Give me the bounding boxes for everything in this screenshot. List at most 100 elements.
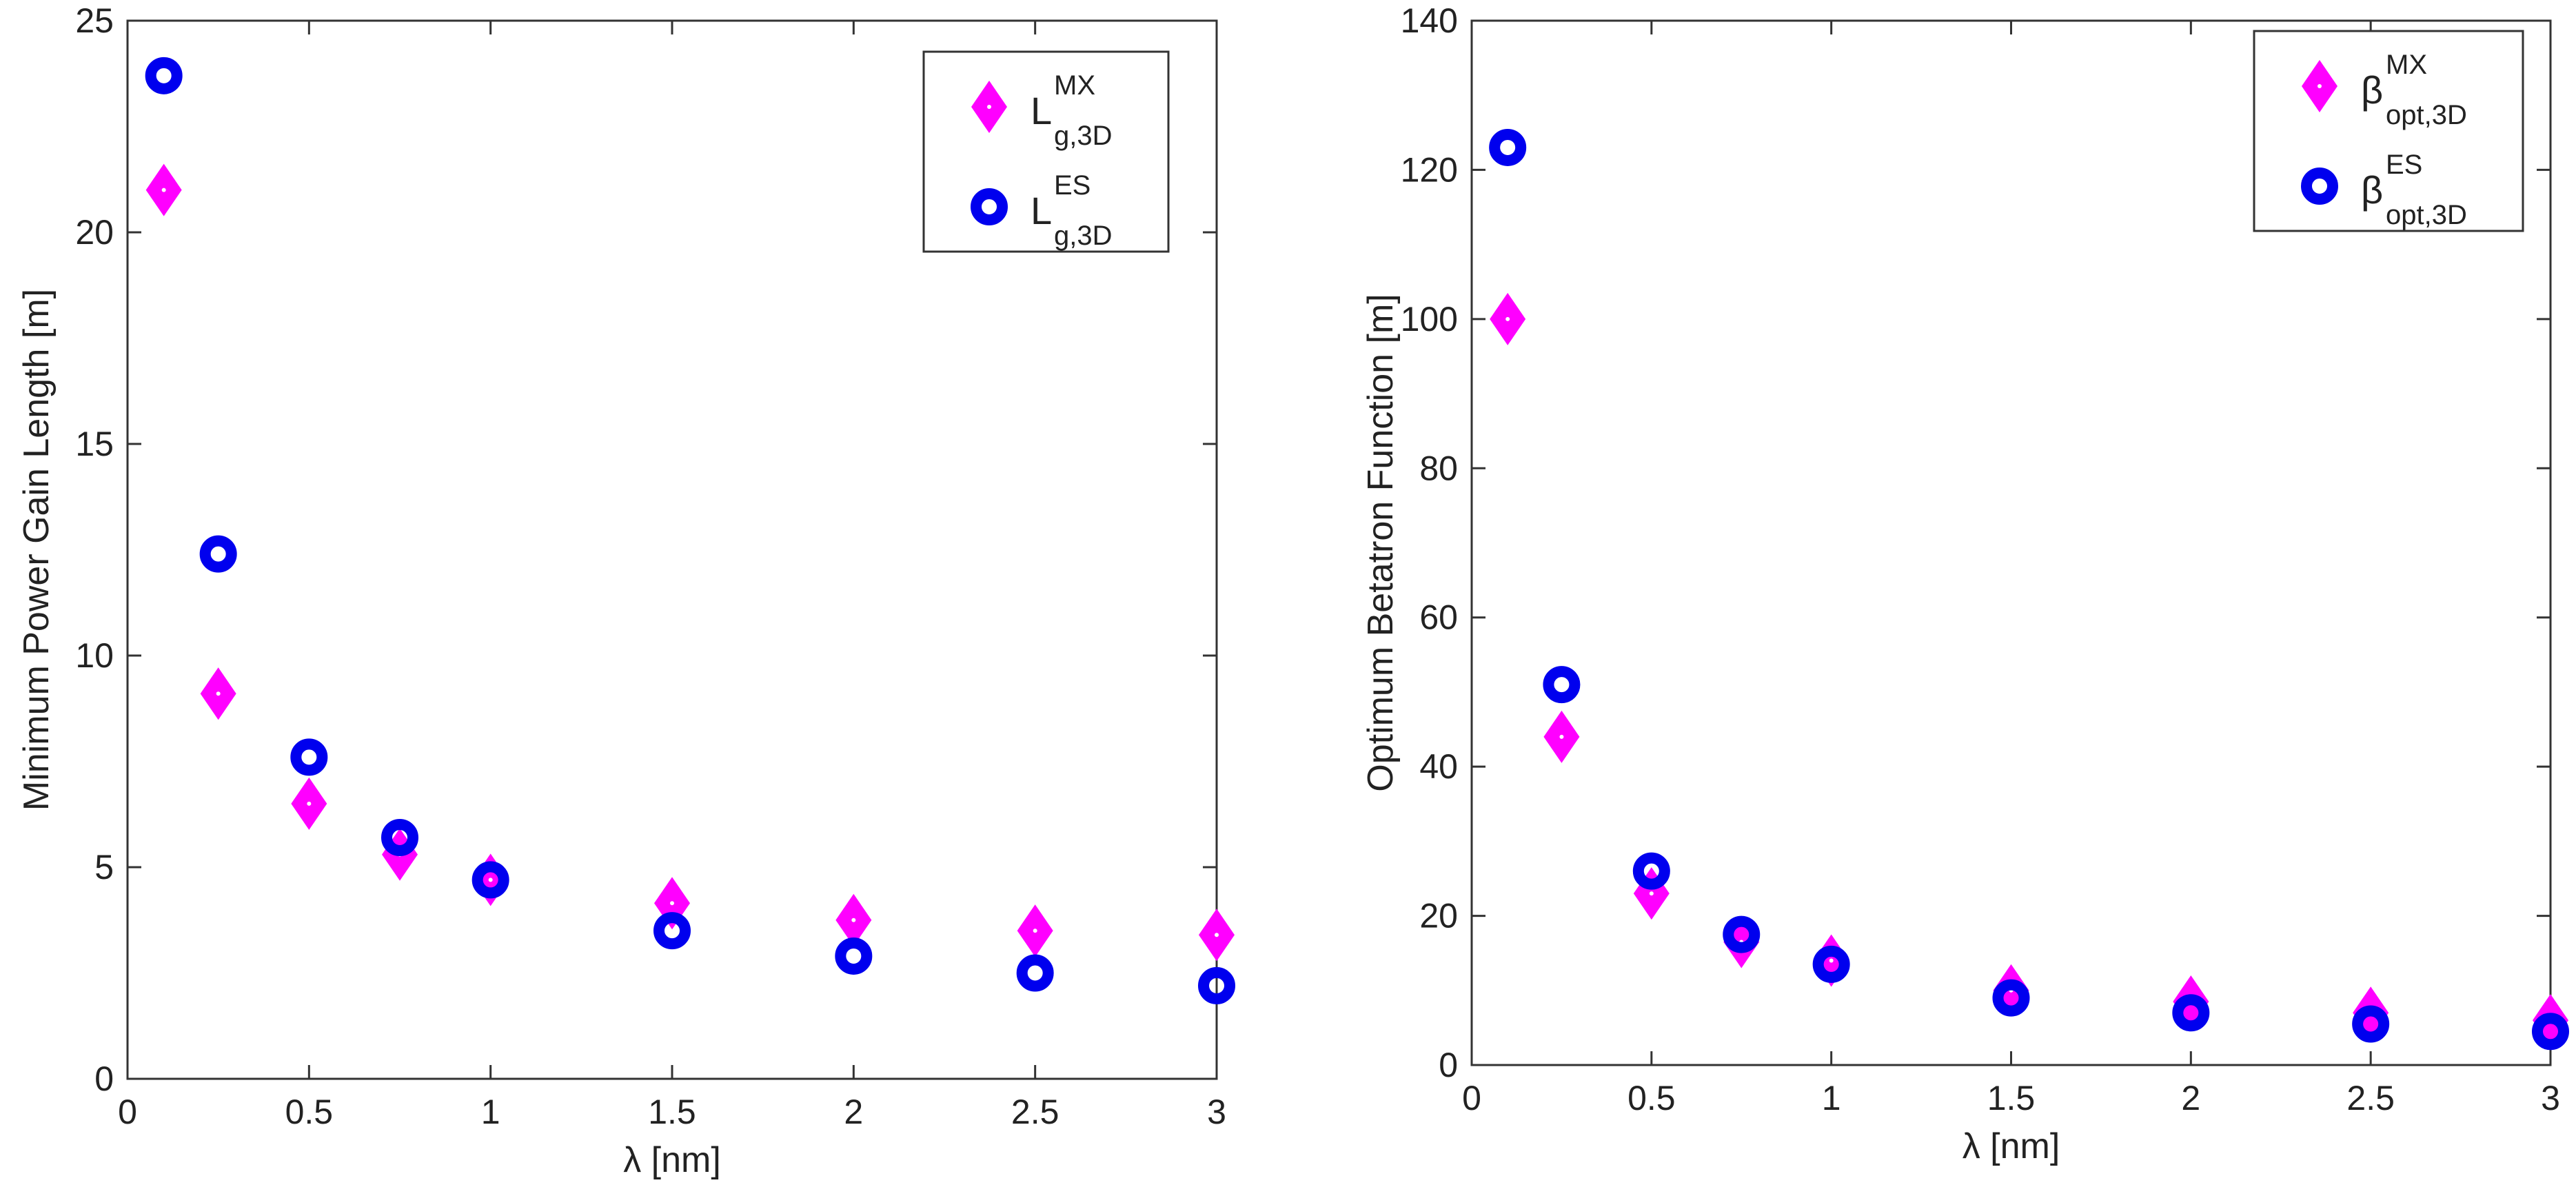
circle-marker-shape	[145, 57, 183, 94]
x-tick-label: 3	[2541, 1079, 2560, 1117]
series-es	[1489, 128, 2569, 1051]
legend-label-subscript: g,3D	[1054, 221, 1113, 251]
data-point	[1199, 909, 1235, 962]
legend-label-superscript: MX	[2386, 50, 2427, 80]
y-tick-label: 140	[1401, 1, 1458, 40]
x-tick-label: 0	[118, 1093, 137, 1131]
y-tick-label: 10	[75, 636, 114, 675]
legend-label-subscript: opt,3D	[2386, 100, 2467, 130]
circle-marker-shape	[835, 937, 873, 975]
y-tick-label: 15	[75, 425, 114, 463]
y-tick-label: 100	[1401, 300, 1458, 338]
y-tick-label: 40	[1419, 747, 1458, 786]
circle-marker-shape	[1543, 666, 1581, 704]
circle-marker-shape	[199, 535, 237, 573]
data-point	[1543, 666, 1581, 704]
x-tick-label: 2	[2181, 1079, 2200, 1117]
marker-center-dot	[1649, 891, 1654, 896]
marker-center-dot	[1033, 929, 1037, 933]
series-mx	[1490, 292, 2568, 1047]
x-tick-label: 0.5	[1627, 1079, 1676, 1117]
series-es	[145, 57, 1235, 1004]
data-point	[199, 535, 237, 573]
data-point	[2532, 1013, 2569, 1051]
data-point	[1632, 852, 1670, 890]
data-point	[653, 912, 691, 950]
legend-label-base: L	[1031, 189, 1052, 232]
series-mx	[145, 163, 1235, 962]
y-axis-label: Minimum Power Gain Length [m]	[17, 289, 57, 811]
x-tick-label: 1	[1822, 1079, 1841, 1117]
x-tick-label: 1	[481, 1093, 500, 1131]
marker-center-dot	[216, 691, 221, 696]
x-tick-label: 1.5	[648, 1093, 696, 1131]
x-axis-label: λ [nm]	[623, 1140, 721, 1180]
data-point	[1017, 904, 1053, 957]
marker-center-dot	[1559, 734, 1564, 739]
x-tick-label: 1.5	[1987, 1079, 2036, 1117]
circle-marker-shape	[653, 912, 691, 950]
legend-label-superscript: MX	[1054, 70, 1095, 101]
circle-marker-shape	[290, 738, 328, 776]
circle-marker-shape	[1632, 852, 1670, 890]
legend-label-superscript: ES	[1054, 170, 1091, 201]
data-point	[1490, 292, 1526, 345]
data-point	[145, 163, 182, 216]
data-point	[381, 819, 418, 857]
marker-center-dot	[1829, 958, 1834, 963]
legend-marker	[2301, 168, 2338, 205]
marker-center-dot	[670, 901, 674, 906]
x-tick-label: 2	[844, 1093, 863, 1131]
data-point	[145, 57, 183, 94]
data-point	[2172, 994, 2210, 1032]
circle-marker-shape	[1489, 128, 1527, 166]
circle-marker-shape	[1016, 954, 1054, 992]
marker-center-dot	[161, 187, 166, 192]
marker-center-dot	[488, 878, 493, 882]
data-point	[471, 861, 509, 899]
data-point	[200, 667, 236, 720]
data-point	[1723, 915, 1761, 953]
y-tick-label: 80	[1419, 449, 1458, 487]
y-tick-label: 25	[75, 1, 114, 40]
data-point	[1016, 954, 1054, 992]
legend-marker	[971, 188, 1008, 225]
marker-center-dot	[2318, 84, 2322, 88]
x-tick-label: 0.5	[285, 1093, 334, 1131]
data-point	[1198, 966, 1235, 1004]
chart-panel-2: 0 0.5 1 1.5 2 2.5 3 0 20 40 60 80 100 120 140 λ [nm] Opt…	[1361, 1, 2569, 1166]
legend-box	[922, 50, 1170, 253]
y-tick-label: 20	[75, 213, 114, 252]
legend-label-superscript: ES	[2386, 150, 2422, 180]
circle-marker-shape	[1812, 945, 1850, 983]
circle-marker-shape	[2172, 994, 2210, 1032]
x-tick-label: 2.5	[1011, 1093, 1059, 1131]
circle-marker-shape	[1992, 979, 2030, 1017]
data-point	[291, 777, 327, 830]
x-tick-label: 2.5	[2346, 1079, 2395, 1117]
y-tick-label: 0	[94, 1060, 114, 1098]
marker-center-dot	[307, 801, 312, 806]
data-point	[835, 937, 873, 975]
x-tick-label: 0	[1462, 1079, 1481, 1117]
legend-box	[2253, 30, 2524, 232]
circle-marker-shape	[381, 819, 418, 857]
data-point	[1543, 710, 1580, 763]
circle-marker-shape	[1723, 915, 1761, 953]
legend-label-subscript: opt,3D	[2386, 200, 2467, 230]
marker-center-dot	[987, 105, 991, 109]
data-point	[835, 893, 872, 946]
circle-marker-shape	[2352, 1005, 2390, 1043]
y-tick-label: 60	[1419, 598, 1458, 637]
marker-center-dot	[851, 918, 856, 922]
data-point	[2352, 1005, 2390, 1043]
y-tick-label: 0	[1439, 1046, 1458, 1084]
x-axis-label: λ [nm]	[1963, 1126, 2060, 1166]
y-axis-label: Optimum Betatron Function [m]	[1361, 294, 1401, 792]
circle-marker-shape	[2301, 168, 2338, 205]
y-tick-label: 20	[1419, 897, 1458, 935]
data-point	[1812, 945, 1850, 983]
